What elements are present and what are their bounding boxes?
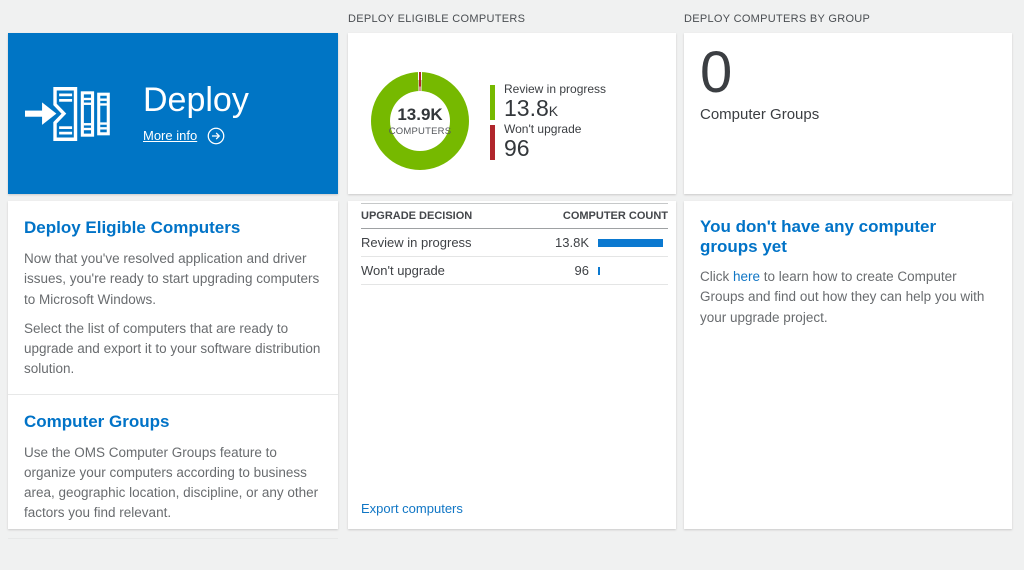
deploy-eligible-paragraph-1: Now that you've resolved application and… [24,251,320,307]
computers-by-group-column: DEPLOY COMPUTERS BY GROUP 0 Computer Gro… [684,0,1012,529]
deploy-info-panel: Deploy Eligible Computers Now that you'v… [8,201,338,539]
legend-label: Review in progress [504,81,607,96]
empty-section [8,539,338,570]
deploy-tile-title: Deploy [143,81,249,120]
computers-by-group-header: DEPLOY COMPUTERS BY GROUP [684,13,871,25]
here-link[interactable]: here [733,269,761,284]
no-groups-text: Click here to learn how to create Comput… [700,269,985,325]
legend-value: 96 [504,134,530,161]
left-column-header-spacer [8,0,338,33]
export-computers-link[interactable]: Export computers [361,501,463,516]
computer-groups-title: Computer Groups [24,411,170,431]
deploy-books-arrow-icon [25,86,110,141]
computer-groups-count-panel: 0 Computer Groups [684,33,1012,194]
deploy-eligible-paragraph-2: Select the list of computers that are re… [24,320,321,377]
count-bar [598,266,600,275]
table-row[interactable]: Review in progress 13.8K [361,229,668,257]
row-label: Won't upgrade [361,263,445,278]
column-header-upgrade-decision: UPGRADE DECISION [361,210,473,222]
deploy-tile[interactable]: Deploy More info [8,33,338,194]
upgrade-decision-table-panel: UPGRADE DECISION COMPUTER COUNT Review i… [348,201,676,529]
donut-chart[interactable]: 13.9K COMPUTERS [371,71,469,170]
donut-center-value: 13.9K [397,104,443,124]
no-computer-groups-panel: You don't have any computer groups yet C… [684,201,1012,529]
donut-hole: 13.9K COMPUTERS [388,90,452,151]
computer-groups-count: 0 [700,40,733,105]
legend-swatch-green [490,84,495,120]
row-count: 13.8K [555,235,589,250]
legend-label: Won't upgrade [504,121,582,136]
deploy-eligible-computers-section: Deploy Eligible Computers Now that you'v… [8,201,338,395]
deploy-dashboard: Deploy More info Deploy Eligible Compute… [8,0,1012,539]
eligible-computers-chart-panel: 13.9K COMPUTERS Review in progress 13.8K… [348,33,676,194]
row-label: Review in progress [361,235,472,250]
table-row[interactable]: Won't upgrade 96 [361,257,668,285]
column-header-computer-count: COMPUTER COUNT [562,210,668,222]
legend-swatch-red [490,124,495,160]
chart-legend: Review in progress 13.8K Won't upgrade 9… [490,82,606,162]
legend-item-wont-upgrade: Won't upgrade 96 [490,122,606,160]
circle-arrow-icon[interactable] [207,127,225,145]
table-header-row: UPGRADE DECISION COMPUTER COUNT [361,203,668,229]
deploy-column: Deploy More info Deploy Eligible Compute… [8,0,338,539]
eligible-computers-column: DEPLOY ELIGIBLE COMPUTERS 13.9K COMPUTER… [348,0,676,529]
no-groups-title: You don't have any computer groups yet [700,217,937,256]
computer-groups-paragraph: Use the OMS Computer Groups feature to o… [24,444,319,521]
legend-item-review-in-progress: Review in progress 13.8K [490,82,606,120]
computer-groups-count-label: Computer Groups [700,105,820,123]
deploy-tile-text: Deploy More info [143,81,249,145]
legend-value: 13.8K [504,94,559,121]
deploy-eligible-computers-title: Deploy Eligible Computers [24,218,241,237]
eligible-computers-header: DEPLOY ELIGIBLE COMPUTERS [348,13,526,25]
row-count: 96 [574,263,589,278]
donut-center-label: COMPUTERS [388,125,452,137]
more-info-link[interactable]: More info [143,128,198,144]
computer-groups-section: Computer Groups Use the OMS Computer Gro… [8,395,338,539]
count-bar [598,238,663,247]
